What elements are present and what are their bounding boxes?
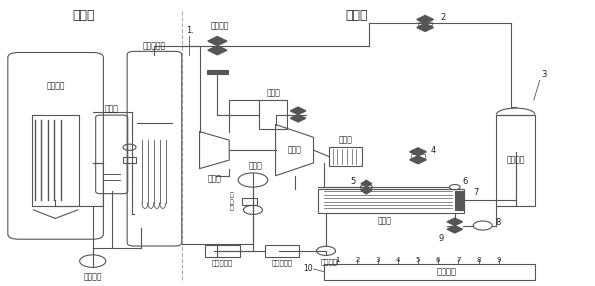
Text: 6: 6: [462, 178, 467, 186]
Text: 凝结水泵: 凝结水泵: [321, 258, 337, 265]
Polygon shape: [447, 226, 462, 233]
Text: 凝汽器: 凝汽器: [378, 216, 392, 225]
Text: 给
水
泵: 给 水 泵: [230, 192, 234, 211]
Polygon shape: [447, 218, 462, 226]
Text: 除氧器: 除氧器: [249, 161, 263, 170]
Text: 高压加热器: 高压加热器: [212, 259, 233, 266]
Polygon shape: [290, 107, 306, 114]
Text: 8: 8: [496, 218, 501, 227]
Polygon shape: [417, 23, 433, 31]
Text: 核反应堆: 核反应堆: [46, 82, 65, 91]
Text: 高压缸: 高压缸: [208, 174, 221, 183]
Text: 2: 2: [355, 257, 359, 263]
Polygon shape: [208, 37, 227, 46]
Text: 10: 10: [303, 265, 312, 273]
Text: 发电机: 发电机: [339, 136, 352, 144]
Text: 高压调门: 高压调门: [211, 21, 230, 30]
Text: 7: 7: [456, 257, 461, 263]
Text: 7: 7: [473, 188, 478, 197]
Text: 蒸汽发生器: 蒸汽发生器: [143, 41, 166, 51]
Text: 5: 5: [350, 177, 356, 186]
Text: 8: 8: [477, 257, 481, 263]
Text: 冷却剂泵: 冷却剂泵: [83, 273, 102, 281]
Text: 5: 5: [416, 257, 420, 263]
Text: 1: 1: [335, 257, 340, 263]
Text: 9: 9: [439, 234, 444, 243]
Polygon shape: [208, 46, 227, 55]
Polygon shape: [290, 114, 306, 122]
Text: 2: 2: [440, 13, 445, 22]
Text: 二回路: 二回路: [346, 9, 368, 22]
Text: 低压加热器: 低压加热器: [271, 259, 293, 266]
Polygon shape: [410, 148, 426, 156]
Polygon shape: [417, 15, 433, 23]
Text: 控制装置: 控制装置: [437, 267, 456, 276]
Text: 3: 3: [541, 70, 547, 79]
Text: 除盐水箱: 除盐水箱: [506, 156, 525, 164]
Text: 6: 6: [436, 257, 440, 263]
Text: 一回路: 一回路: [73, 9, 95, 22]
FancyBboxPatch shape: [206, 69, 228, 74]
Polygon shape: [410, 156, 426, 164]
Text: 4: 4: [431, 146, 436, 155]
Text: 9: 9: [496, 257, 501, 263]
Text: 4: 4: [396, 257, 400, 263]
Polygon shape: [361, 180, 372, 187]
Text: 1.: 1.: [186, 26, 194, 35]
Text: 3: 3: [375, 257, 380, 263]
Text: 稳压器: 稳压器: [105, 104, 118, 113]
Text: 再热器: 再热器: [266, 88, 280, 98]
FancyBboxPatch shape: [455, 191, 464, 210]
Polygon shape: [361, 187, 372, 194]
Text: 低压缸: 低压缸: [287, 146, 302, 155]
